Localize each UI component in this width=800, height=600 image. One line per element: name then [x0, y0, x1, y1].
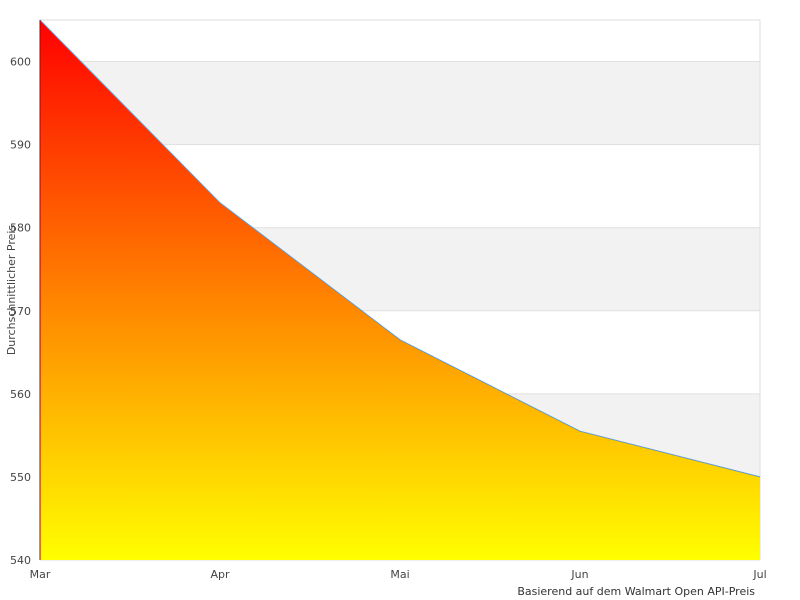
x-tick-label: Mar: [30, 568, 51, 581]
y-tick-label: 580: [10, 222, 31, 235]
grid-band: [40, 61, 760, 145]
y-tick-label: 540: [10, 554, 31, 567]
x-tick-label: Apr: [210, 568, 230, 581]
y-tick-label: 560: [10, 388, 31, 401]
y-tick-label: 570: [10, 305, 31, 318]
x-axis-ticks: Mar Apr Mai Jun Jul: [30, 568, 767, 581]
y-tick-label: 550: [10, 471, 31, 484]
x-tick-label: Mai: [390, 568, 409, 581]
area-series: [40, 20, 760, 560]
y-axis-ticks: 540 550 560 570 580 590 600: [10, 56, 31, 567]
y-tick-label: 600: [10, 56, 31, 69]
x-tick-label: Jun: [570, 568, 588, 581]
series-line: [39, 19, 761, 478]
x-tick-label: Jul: [752, 568, 766, 581]
y-tick-label: 590: [10, 139, 31, 152]
y-axis-title: Durchschnittlicher Preis: [5, 225, 18, 356]
source-footnote: Basierend auf dem Walmart Open API-Preis: [517, 585, 755, 598]
